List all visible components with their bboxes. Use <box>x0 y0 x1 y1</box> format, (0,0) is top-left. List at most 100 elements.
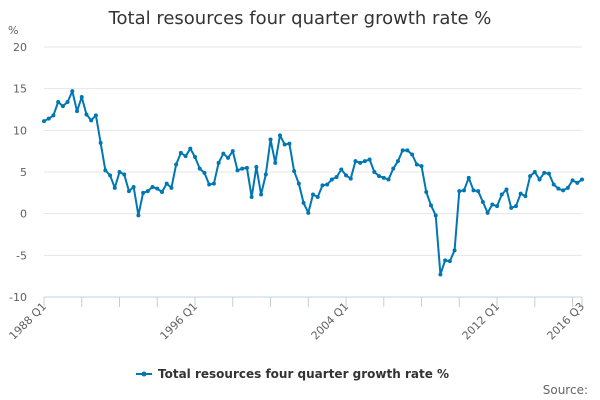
data-point[interactable] <box>287 141 292 146</box>
data-point[interactable] <box>89 118 94 123</box>
data-point[interactable] <box>410 152 415 157</box>
data-point[interactable] <box>178 150 183 155</box>
data-point[interactable] <box>438 272 443 277</box>
data-point[interactable] <box>471 188 476 193</box>
data-point[interactable] <box>75 109 80 114</box>
data-point[interactable] <box>476 189 481 194</box>
data-point[interactable] <box>570 178 575 183</box>
data-point[interactable] <box>221 151 226 156</box>
data-point[interactable] <box>480 200 485 204</box>
data-point[interactable] <box>433 213 438 218</box>
data-point[interactable] <box>216 160 221 165</box>
data-point[interactable] <box>240 166 245 171</box>
data-point[interactable] <box>183 154 188 159</box>
data-point[interactable] <box>301 200 306 205</box>
data-point[interactable] <box>457 189 462 194</box>
data-point[interactable] <box>372 170 377 174</box>
data-point[interactable] <box>164 181 169 186</box>
data-point[interactable] <box>509 205 514 210</box>
data-point[interactable] <box>207 182 212 187</box>
data-point[interactable] <box>353 159 358 164</box>
data-point[interactable] <box>466 175 471 180</box>
data-point[interactable] <box>546 171 551 176</box>
data-point[interactable] <box>108 173 113 178</box>
data-point[interactable] <box>386 177 391 182</box>
data-point[interactable] <box>122 172 127 177</box>
data-point[interactable] <box>339 167 344 172</box>
data-point[interactable] <box>169 185 174 190</box>
data-point[interactable] <box>226 155 231 160</box>
data-point[interactable] <box>131 185 136 189</box>
data-point[interactable] <box>202 170 207 175</box>
data-point[interactable] <box>273 160 278 165</box>
data-point[interactable] <box>443 258 448 263</box>
data-point[interactable] <box>495 204 500 209</box>
data-point[interactable] <box>537 177 542 182</box>
data-point[interactable] <box>320 183 325 188</box>
data-point[interactable] <box>193 155 198 159</box>
data-point[interactable] <box>188 146 193 151</box>
data-point[interactable] <box>518 191 523 196</box>
data-point[interactable] <box>42 119 46 124</box>
data-point[interactable] <box>580 177 584 182</box>
data-point[interactable] <box>561 188 566 193</box>
data-point[interactable] <box>419 164 424 169</box>
data-point[interactable] <box>145 189 150 194</box>
data-point[interactable] <box>377 174 382 179</box>
data-point[interactable] <box>98 140 103 145</box>
data-point[interactable] <box>46 116 51 121</box>
data-point[interactable] <box>528 174 533 179</box>
data-point[interactable] <box>400 148 405 153</box>
data-point[interactable] <box>485 210 490 215</box>
data-point[interactable] <box>244 165 249 170</box>
data-point[interactable] <box>315 195 320 199</box>
data-point[interactable] <box>523 194 528 199</box>
data-point[interactable] <box>556 186 561 191</box>
data-point[interactable] <box>395 159 400 164</box>
data-point[interactable] <box>367 157 372 162</box>
data-point[interactable] <box>51 113 56 118</box>
data-point[interactable] <box>447 259 452 264</box>
data-point[interactable] <box>292 169 297 174</box>
data-point[interactable] <box>334 175 339 179</box>
data-point[interactable] <box>348 176 353 181</box>
data-point[interactable] <box>462 188 467 193</box>
data-point[interactable] <box>93 113 98 118</box>
legend[interactable]: Total resources four quarter growth rate… <box>136 367 449 381</box>
data-point[interactable] <box>428 203 433 208</box>
data-point[interactable] <box>56 100 61 104</box>
data-point[interactable] <box>159 190 164 194</box>
data-point[interactable] <box>565 185 570 190</box>
data-point[interactable] <box>362 159 367 164</box>
data-point[interactable] <box>259 192 264 197</box>
data-point[interactable] <box>311 192 315 197</box>
data-point[interactable] <box>532 170 537 174</box>
data-point[interactable] <box>263 172 268 177</box>
data-point[interactable] <box>296 181 301 186</box>
data-point[interactable] <box>235 168 240 173</box>
data-point[interactable] <box>60 104 65 109</box>
data-point[interactable] <box>452 248 457 253</box>
data-point[interactable] <box>277 133 282 138</box>
data-point[interactable] <box>249 195 254 199</box>
data-point[interactable] <box>141 190 146 195</box>
data-point[interactable] <box>499 192 504 197</box>
data-point[interactable] <box>84 112 89 117</box>
data-point[interactable] <box>117 170 122 174</box>
data-point[interactable] <box>414 162 419 167</box>
data-point[interactable] <box>405 148 410 153</box>
data-point[interactable] <box>424 190 429 194</box>
data-point[interactable] <box>268 137 273 142</box>
data-point[interactable] <box>103 168 108 173</box>
data-point[interactable] <box>325 182 330 187</box>
data-point[interactable] <box>79 95 84 99</box>
data-point[interactable] <box>575 180 580 185</box>
data-point[interactable] <box>306 210 311 215</box>
data-point[interactable] <box>329 177 334 182</box>
data-point[interactable] <box>542 170 547 175</box>
data-point[interactable] <box>391 166 396 171</box>
data-point[interactable] <box>174 162 179 167</box>
data-point[interactable] <box>490 202 495 207</box>
data-point[interactable] <box>504 187 509 192</box>
data-point[interactable] <box>197 166 202 171</box>
